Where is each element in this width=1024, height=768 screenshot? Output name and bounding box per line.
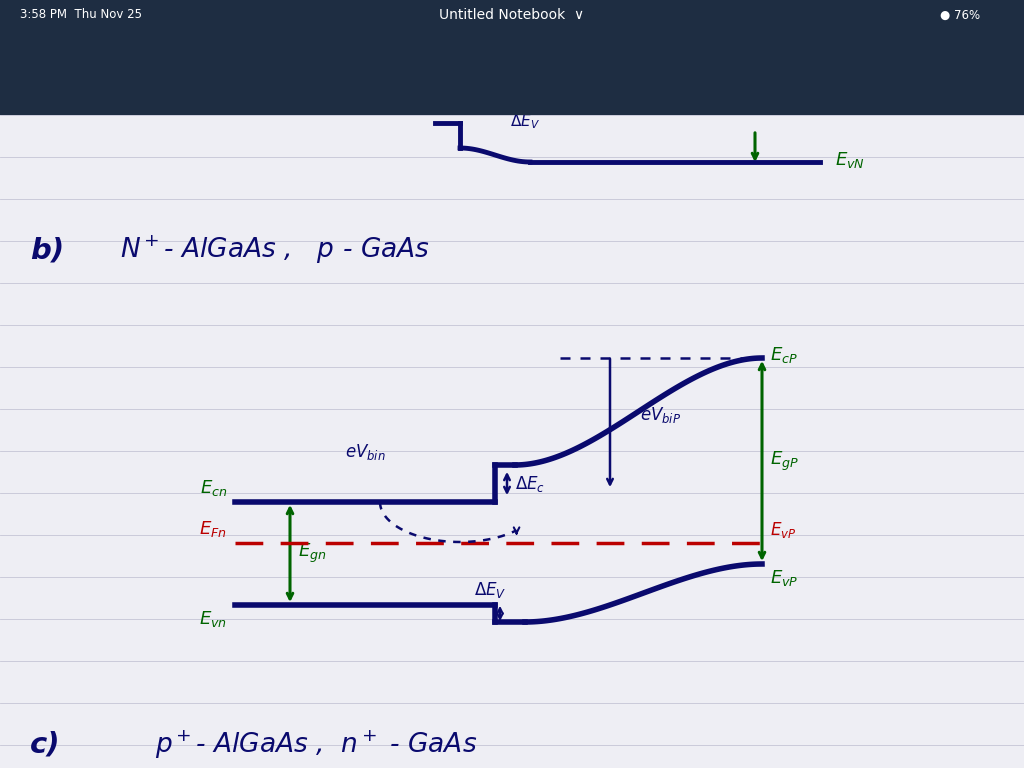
Text: $E_{Fn}$: $E_{Fn}$ <box>200 519 227 539</box>
Text: $\Delta E_V$: $\Delta E_V$ <box>474 580 506 600</box>
Text: c): c) <box>30 731 60 759</box>
Text: $eV_{bin}$: $eV_{bin}$ <box>345 442 385 462</box>
Text: $E_{vN}$: $E_{vN}$ <box>835 150 865 170</box>
Text: N$^+$- AlGaAs ,   p - GaAs: N$^+$- AlGaAs , p - GaAs <box>120 233 430 266</box>
Text: Untitled Notebook  ∨: Untitled Notebook ∨ <box>439 8 585 22</box>
Text: $E_{gn}$: $E_{gn}$ <box>298 542 327 565</box>
Bar <box>0 72 1024 115</box>
Text: $eV_{biP}$: $eV_{biP}$ <box>640 405 681 425</box>
Text: $E_{cn}$: $E_{cn}$ <box>200 478 227 498</box>
Text: p$^+$- AlGaAs ,  n$^+$ - GaAs: p$^+$- AlGaAs , n$^+$ - GaAs <box>155 729 477 761</box>
Bar <box>0 30 1024 72</box>
Text: $\Delta E_c$: $\Delta E_c$ <box>515 474 545 494</box>
Text: $E_{cP}$: $E_{cP}$ <box>770 345 798 365</box>
Text: $E_{vP}$: $E_{vP}$ <box>770 568 799 588</box>
Text: $E_{vP}$: $E_{vP}$ <box>770 520 797 540</box>
Text: $\Delta E_V$: $\Delta E_V$ <box>510 112 540 131</box>
Text: b): b) <box>30 236 65 264</box>
Text: ● 76%: ● 76% <box>940 8 980 22</box>
Text: $E_{vn}$: $E_{vn}$ <box>199 609 227 629</box>
Text: $E_{gP}$: $E_{gP}$ <box>770 449 799 472</box>
Text: 3:58 PM  Thu Nov 25: 3:58 PM Thu Nov 25 <box>20 8 142 22</box>
Bar <box>0 0 1024 30</box>
